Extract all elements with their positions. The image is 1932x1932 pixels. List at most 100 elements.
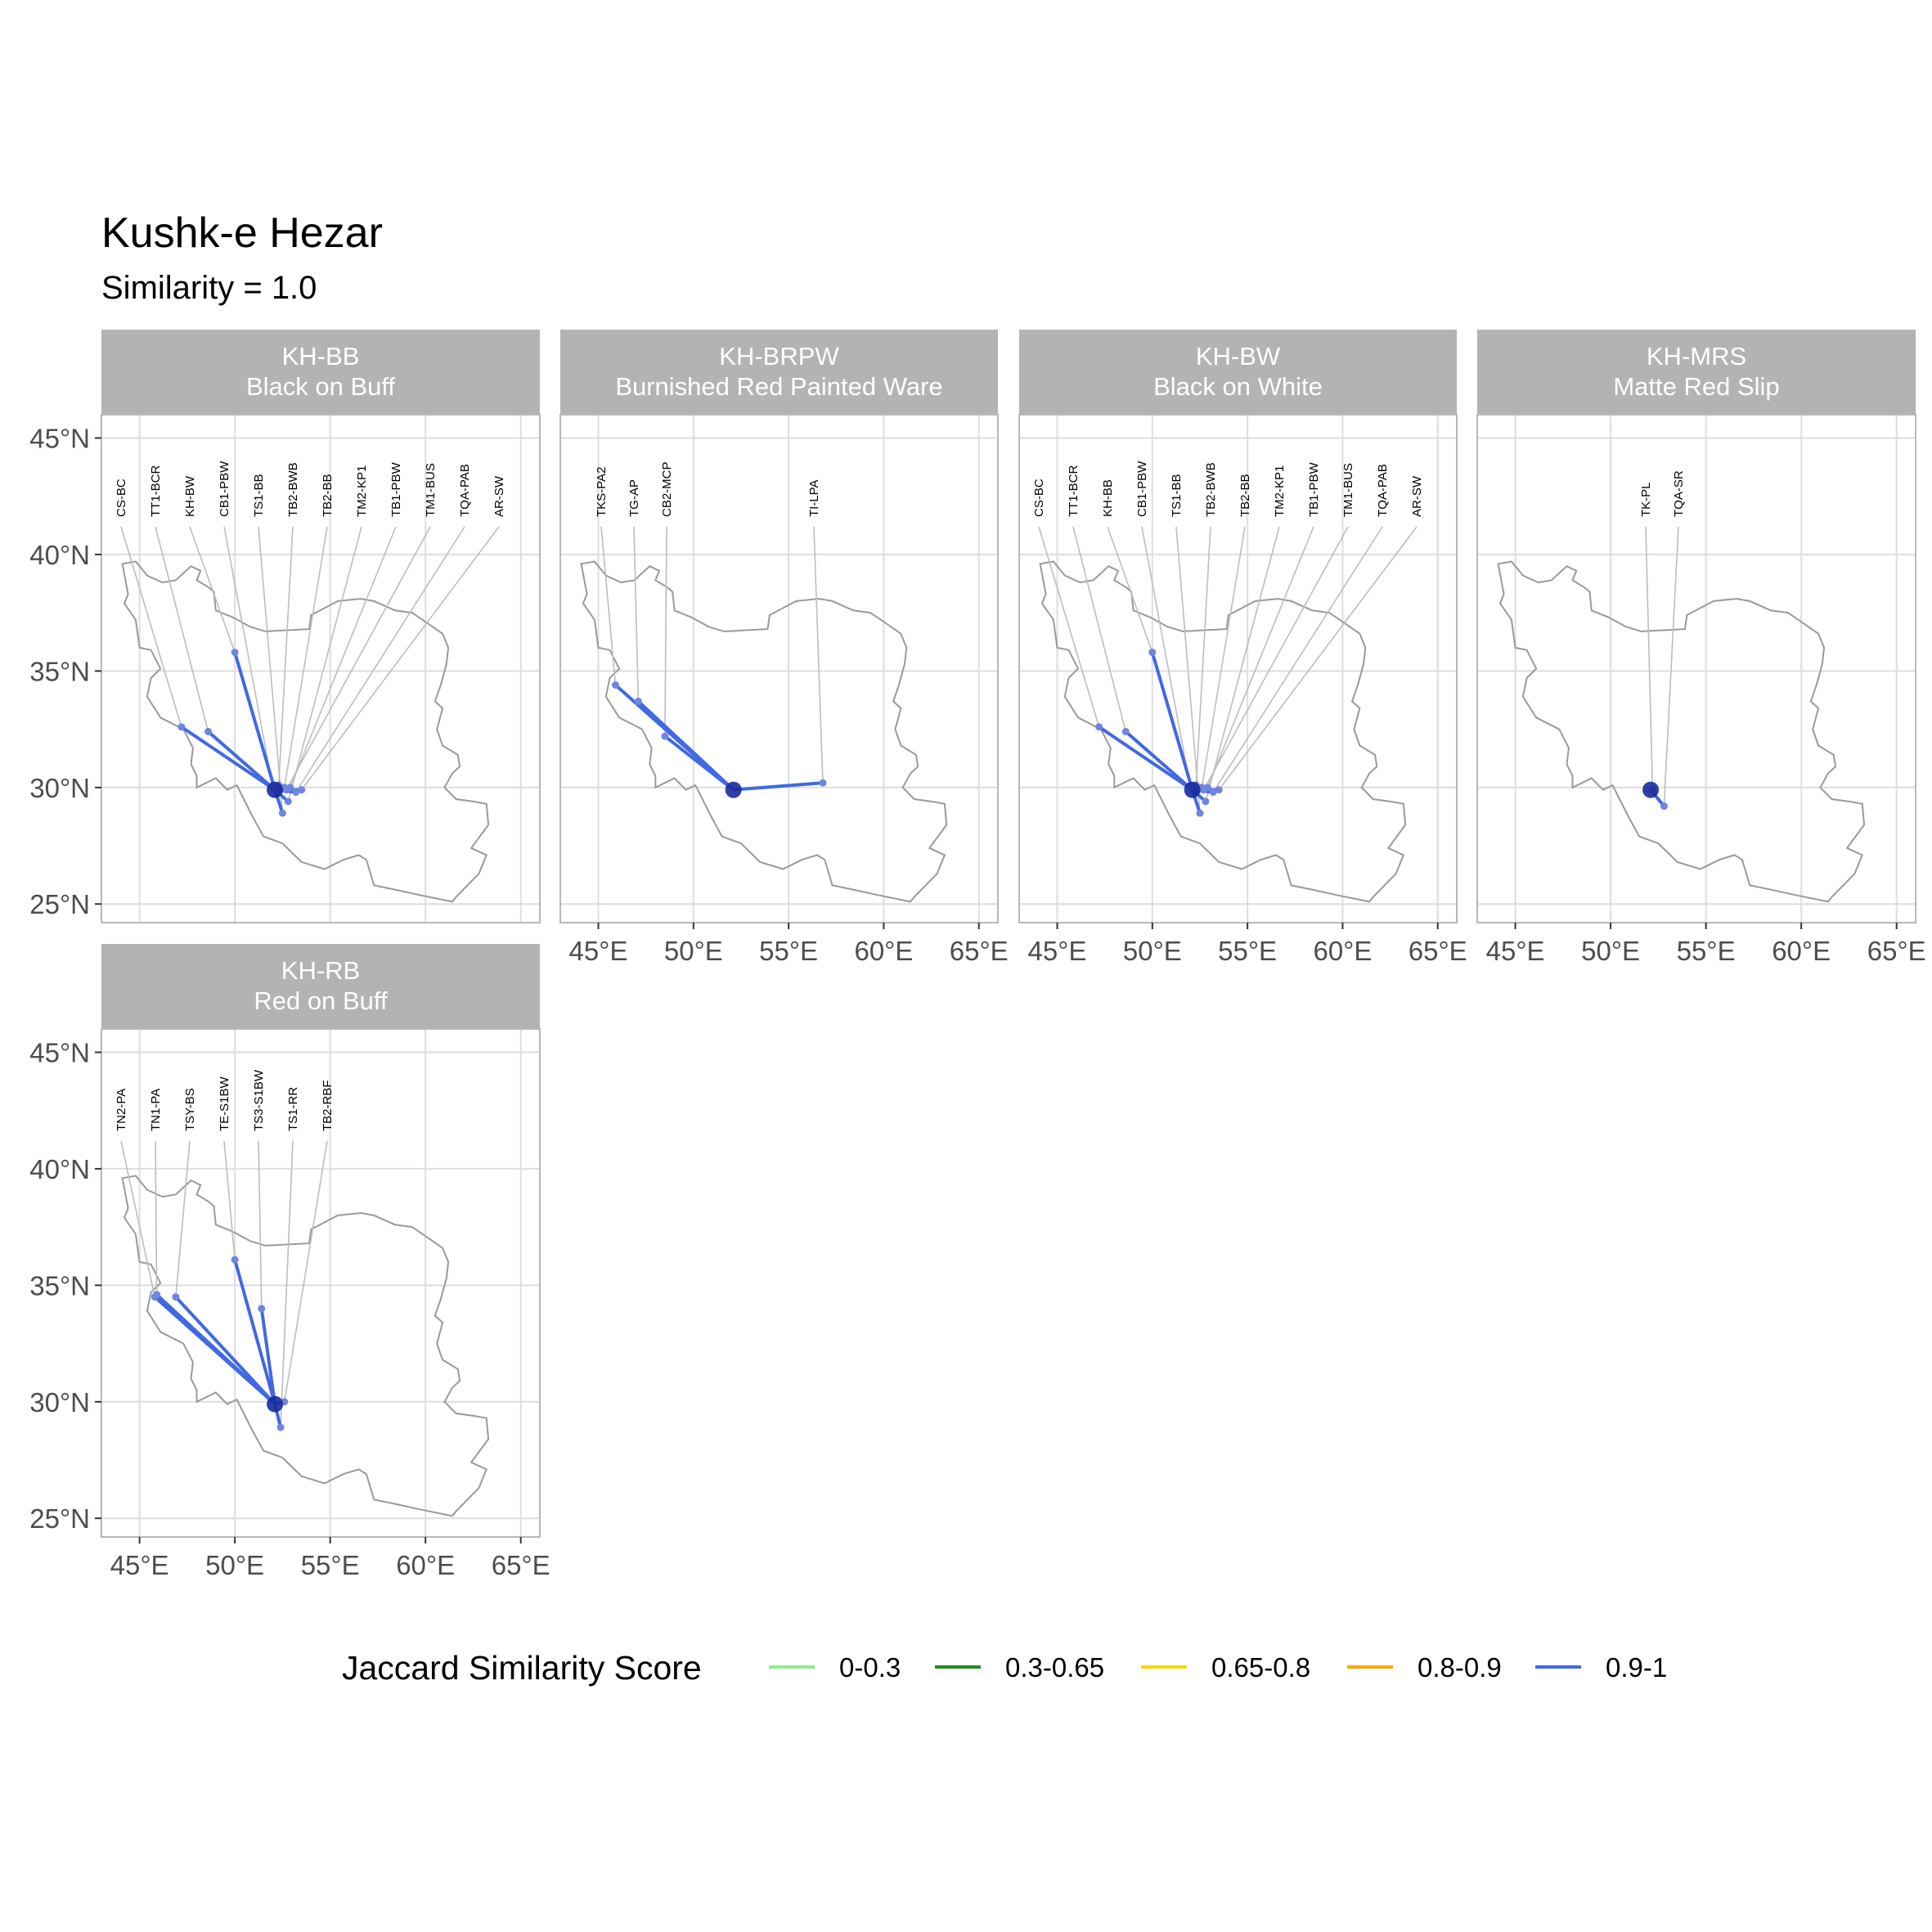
leader-line: [285, 526, 431, 791]
leader-line: [258, 526, 284, 814]
site-label: CS-BC: [1032, 479, 1046, 517]
leader-line: [280, 1140, 294, 1428]
leader-line: [1195, 526, 1211, 785]
site-label: TN1-PA: [149, 1089, 163, 1131]
leader-line: [1218, 526, 1418, 791]
site-point: [1202, 798, 1210, 806]
site-point: [1200, 786, 1208, 794]
site-label: TQA-PAB: [458, 464, 472, 517]
similarity-line: [1124, 730, 1193, 792]
facet-strip-name: Black on White: [1153, 372, 1323, 401]
site-label: TB1-PBW: [389, 461, 403, 517]
leader-line: [1141, 526, 1192, 788]
site-label: AR-SW: [1410, 475, 1424, 517]
site-label: TM2-KP1: [355, 465, 369, 517]
site-label: TT1-BCR: [149, 465, 163, 518]
facet-strip-name: Red on Buff: [254, 986, 388, 1015]
leader-line: [175, 1140, 191, 1297]
site-label: CB1-PBW: [218, 461, 231, 517]
facet-strip-code: KH-BB: [282, 342, 360, 371]
leader-line: [813, 526, 824, 784]
site-point: [278, 809, 286, 817]
y-tick-label: 35°N: [29, 656, 90, 686]
origin-point: [267, 1395, 284, 1413]
x-tick-label: 65°E: [1409, 936, 1467, 966]
x-tick-label: 50°E: [1123, 936, 1182, 966]
x-tick-label: 65°E: [492, 1550, 550, 1580]
x-tick-label: 45°E: [1028, 936, 1087, 966]
y-tick-label: 30°N: [29, 773, 90, 803]
leader-line: [289, 526, 397, 789]
site-label: TM1-BUS: [1341, 463, 1355, 517]
site-label: TB2-BWB: [286, 462, 300, 517]
leader-line: [1038, 526, 1100, 727]
site-label: TB1-PBW: [1307, 461, 1321, 517]
leader-line: [155, 526, 209, 732]
plot-title: Kushk-e Hezar: [101, 209, 383, 257]
site-point: [1196, 809, 1204, 817]
leader-line: [1201, 526, 1246, 788]
site-label: TE-S1BW: [218, 1076, 231, 1131]
site-label: TN2-PA: [115, 1089, 128, 1131]
site-label: TS1-BB: [1170, 474, 1184, 517]
y-tick-label: 25°N: [29, 889, 90, 919]
x-tick-label: 65°E: [950, 936, 1009, 966]
site-point: [231, 649, 239, 657]
similarity-line: [259, 1308, 277, 1404]
iran-outline: [1039, 560, 1407, 903]
site-point: [1121, 727, 1130, 735]
site-point: [1148, 649, 1157, 657]
site-point: [1095, 723, 1103, 731]
x-tick-label: 65°E: [1867, 936, 1926, 966]
site-point: [153, 1291, 161, 1299]
site-label: TS1-RR: [286, 1087, 300, 1131]
facet-strip: [101, 944, 540, 1029]
similarity-line: [233, 1259, 276, 1405]
panel-border: [559, 414, 999, 923]
site-label: TB2-BWB: [1204, 462, 1218, 517]
site-point: [258, 1305, 266, 1313]
leader-line: [1072, 526, 1127, 732]
legend-title: Jaccard Similarity Score: [342, 1649, 702, 1687]
y-tick-label: 30°N: [29, 1387, 90, 1418]
leader-line: [258, 1140, 263, 1309]
facet-strip-code: KH-RB: [281, 956, 360, 985]
leader-line: [155, 1140, 158, 1295]
similarity-line: [155, 1293, 276, 1406]
legend: Jaccard Similarity Score 0-0.3 0.3-0.65 0.6…: [342, 1649, 1667, 1687]
site-label: KH-BB: [1101, 479, 1115, 517]
site-label: CB1-PBW: [1135, 461, 1149, 517]
leader-line: [664, 526, 667, 737]
x-tick-label: 50°E: [205, 1550, 264, 1580]
site-point: [231, 1256, 239, 1264]
leader-line: [301, 526, 500, 791]
site-point: [204, 727, 213, 735]
leader-line: [1212, 526, 1383, 793]
similarity-line: [174, 1296, 276, 1405]
iran-outline: [1497, 560, 1866, 903]
leader-line: [1205, 526, 1280, 802]
legend-label: 0-0.3: [839, 1652, 901, 1683]
leader-line: [1202, 526, 1349, 791]
facet-strip-name: Black on Buff: [246, 372, 395, 401]
leader-line: [223, 526, 274, 788]
similarity-line: [233, 652, 276, 791]
site-label: CB2-MCP: [660, 461, 674, 517]
site-point: [282, 786, 290, 794]
leader-line: [1175, 526, 1201, 814]
similarity-line: [1098, 726, 1193, 792]
y-tick-label: 45°N: [29, 423, 90, 453]
leader-line: [600, 526, 617, 685]
site-label: TK-PL: [1639, 482, 1653, 517]
facet-strip-name: Matte Red Slip: [1613, 372, 1779, 401]
x-tick-label: 60°E: [1772, 936, 1831, 966]
panel-border: [1018, 414, 1458, 923]
site-point: [1660, 802, 1668, 811]
leader-line: [277, 526, 294, 785]
facet-strip: [101, 330, 540, 415]
x-tick-label: 50°E: [1581, 936, 1640, 966]
site-point: [1215, 786, 1223, 794]
facet-strip-code: KH-BW: [1196, 342, 1281, 371]
